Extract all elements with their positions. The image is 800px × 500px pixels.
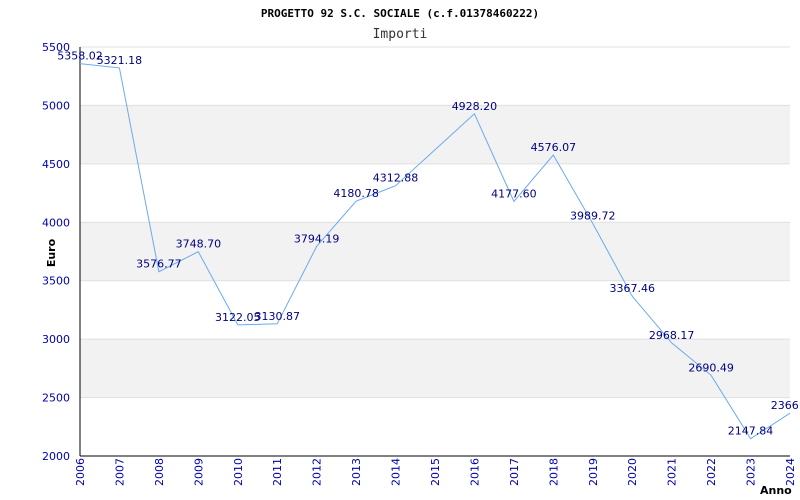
x-tick-label: 2022: [705, 458, 718, 486]
data-label: 2147.84: [728, 425, 774, 438]
chart-title: PROGETTO 92 S.C. SOCIALE (c.f.0137846022…: [261, 7, 539, 20]
x-tick-label: 2014: [390, 458, 403, 486]
x-tick-label: 2006: [74, 458, 87, 486]
x-tick-label: 2012: [311, 458, 324, 486]
data-label: 3989.72: [570, 209, 616, 222]
data-label: 3576.77: [136, 258, 182, 271]
x-tick-label: 2020: [626, 458, 639, 486]
x-tick-label: 2023: [745, 458, 758, 486]
y-tick-label: 2500: [42, 392, 70, 405]
data-label: 2690.49: [688, 361, 734, 374]
x-tick-label: 2016: [468, 458, 481, 486]
y-tick-labels: 2000 2500 3000 3500 4000 4500 5000 5500: [42, 41, 70, 463]
x-tick-label: 2007: [113, 458, 126, 486]
data-label: 4177.60: [491, 188, 537, 201]
x-axis-label: Anno: [760, 484, 792, 497]
x-tick-label: 2008: [153, 458, 166, 486]
series-line: [79, 63, 791, 440]
data-label: 2366.0: [771, 399, 800, 412]
data-label: 4576.07: [531, 141, 577, 154]
y-tick-label: 5500: [42, 41, 70, 54]
x-tick-label: 2009: [192, 458, 205, 486]
x-tick-label: 2024: [784, 458, 797, 486]
x-tick-label: 2011: [271, 458, 284, 486]
data-label: 2968.17: [649, 329, 695, 342]
x-tick-label: 2018: [547, 458, 560, 486]
gridlines: [80, 46, 790, 399]
y-axis-label: Euro: [45, 238, 58, 267]
y-tick-label: 2000: [42, 450, 70, 463]
data-label: 3748.70: [176, 238, 222, 251]
data-label: 5321.18: [97, 54, 143, 67]
x-tick-label: 2015: [429, 458, 442, 486]
data-label: 3367.46: [609, 282, 655, 295]
y-tick-label: 4500: [42, 158, 70, 171]
data-label: 5358.02: [57, 50, 103, 63]
y-tick-label: 5000: [42, 99, 70, 112]
data-label: 3122.05: [215, 311, 261, 324]
grid-band: [80, 105, 790, 164]
y-tick-label: 3500: [42, 275, 70, 288]
data-label: 4180.78: [333, 187, 379, 200]
data-label: 4928.20: [452, 100, 498, 113]
x-tick-label: 2010: [232, 458, 245, 486]
data-label: 3794.19: [294, 232, 340, 245]
grid-bands: [80, 105, 790, 398]
data-label: 4312.88: [373, 172, 419, 185]
y-tick-label: 4000: [42, 216, 70, 229]
x-tick-label: 2017: [508, 458, 521, 486]
x-tick-label: 2013: [350, 458, 363, 486]
grid-band: [80, 339, 790, 398]
grid-band: [80, 222, 790, 281]
x-tick-label: 2019: [587, 458, 600, 486]
data-label: 3130.87: [254, 310, 300, 323]
y-tick-label: 3000: [42, 333, 70, 346]
chart-subtitle: Importi: [373, 27, 428, 42]
x-tick-labels: 2006 2007 2008 2009 2010 2011 2012 2013 2014 2015…: [74, 458, 797, 486]
x-tick-label: 2021: [666, 458, 679, 486]
